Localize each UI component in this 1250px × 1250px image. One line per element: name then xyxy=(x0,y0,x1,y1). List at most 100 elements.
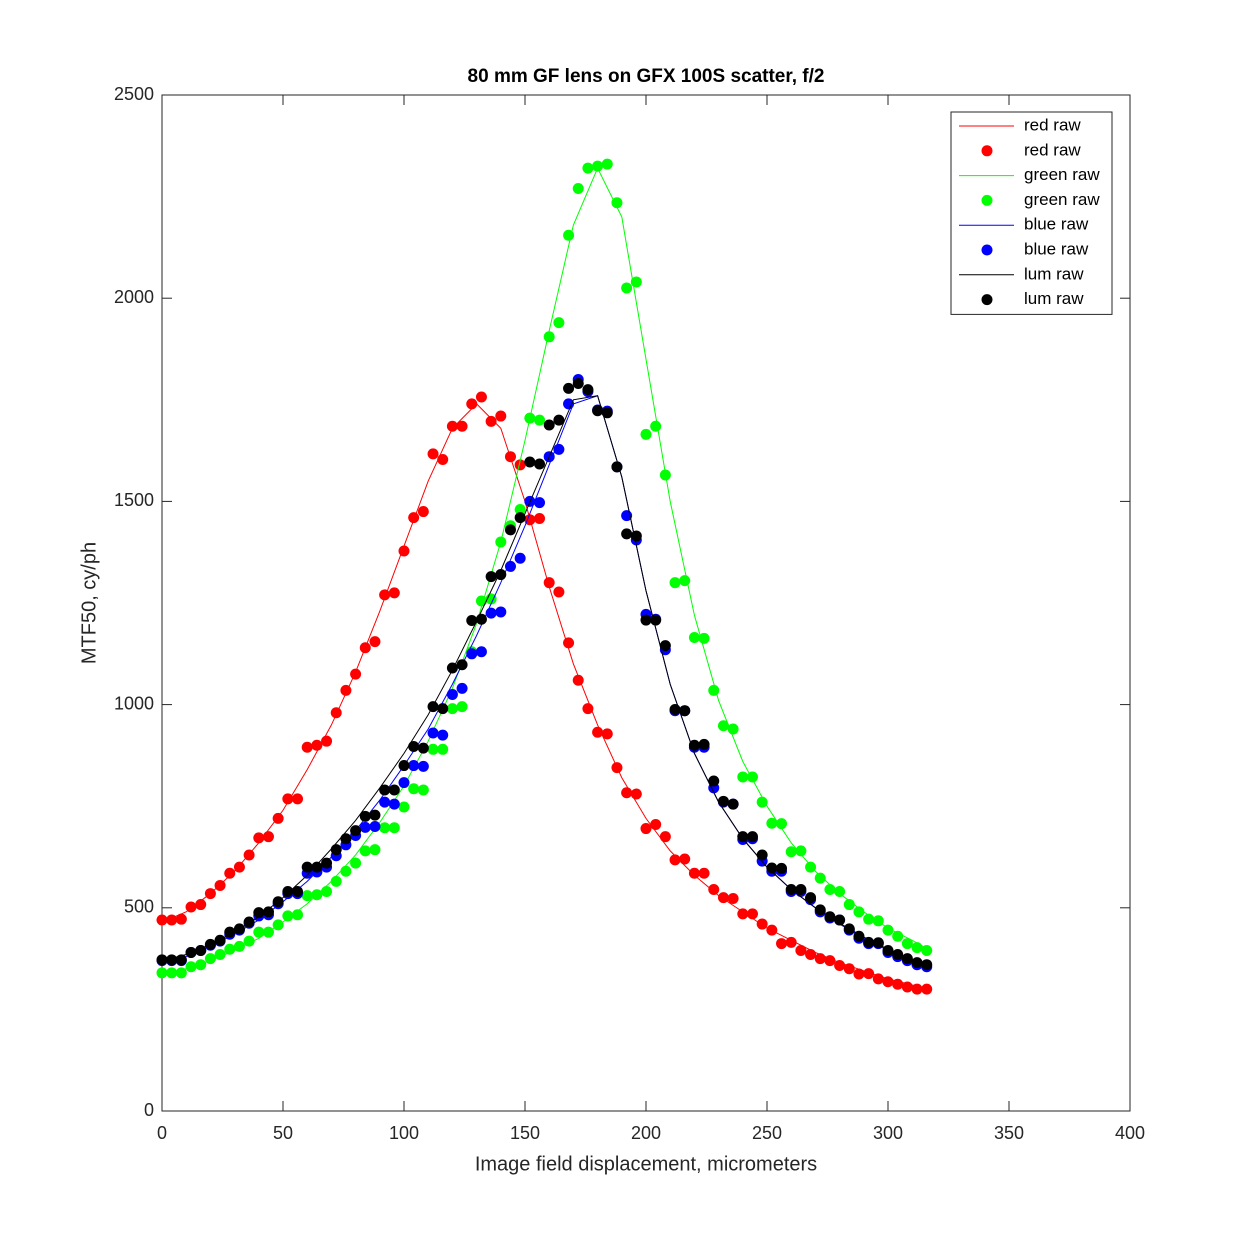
data-point xyxy=(475,595,487,607)
data-point xyxy=(359,642,371,654)
data-point xyxy=(262,831,274,843)
data-point xyxy=(446,662,458,674)
data-point xyxy=(805,892,817,904)
data-point xyxy=(417,506,429,518)
data-point xyxy=(233,940,245,952)
data-point xyxy=(456,659,468,671)
data-point xyxy=(175,954,187,966)
data-point xyxy=(698,632,710,644)
data-point xyxy=(834,886,846,898)
data-point xyxy=(795,944,807,956)
data-point xyxy=(795,845,807,857)
data-point xyxy=(311,739,323,751)
data-point xyxy=(911,983,923,995)
legend-label: red raw xyxy=(1024,115,1081,134)
data-point xyxy=(563,398,575,410)
data-point xyxy=(204,953,216,965)
data-point xyxy=(834,960,846,972)
data-point xyxy=(892,930,904,942)
data-point xyxy=(756,849,768,861)
data-point xyxy=(543,419,555,431)
data-point xyxy=(272,919,284,931)
data-point xyxy=(863,968,875,980)
data-point xyxy=(379,822,391,834)
data-point xyxy=(292,793,304,805)
data-point xyxy=(379,589,391,601)
data-point xyxy=(224,867,236,879)
data-point xyxy=(485,415,497,427)
data-point xyxy=(640,823,652,835)
data-point xyxy=(592,726,604,738)
data-point xyxy=(601,728,613,740)
data-point xyxy=(688,632,700,644)
data-point xyxy=(388,822,400,834)
data-point xyxy=(292,886,304,898)
data-point xyxy=(427,727,439,739)
data-point xyxy=(321,735,333,747)
data-point xyxy=(563,637,575,649)
data-point xyxy=(417,742,429,754)
data-point xyxy=(359,821,371,833)
data-point xyxy=(495,606,507,618)
data-point xyxy=(369,821,381,833)
data-point xyxy=(282,793,294,805)
data-point xyxy=(446,703,458,715)
data-point xyxy=(717,795,729,807)
data-point xyxy=(853,968,865,980)
data-point xyxy=(446,688,458,700)
data-point xyxy=(766,817,778,829)
data-point xyxy=(553,317,565,329)
data-point xyxy=(504,524,516,536)
y-tick-label: 0 xyxy=(144,1100,154,1120)
data-point xyxy=(679,853,691,865)
data-point xyxy=(921,944,933,956)
chart-title: 80 mm GF lens on GFX 100S scatter, f/2 xyxy=(468,66,825,87)
data-point xyxy=(195,899,207,911)
data-point xyxy=(437,703,449,715)
data-point xyxy=(495,536,507,548)
data-point xyxy=(233,923,245,935)
data-point xyxy=(727,723,739,735)
data-point xyxy=(824,955,836,967)
data-point xyxy=(892,949,904,961)
data-point xyxy=(398,760,410,772)
legend: red raw red raw green raw green raw blue raw… xyxy=(950,111,1113,315)
data-point xyxy=(408,740,420,752)
data-point xyxy=(195,944,207,956)
data-point xyxy=(746,771,758,783)
data-point xyxy=(350,857,362,869)
data-point xyxy=(669,854,681,866)
data-point xyxy=(708,684,720,696)
data-point xyxy=(650,420,662,432)
data-point xyxy=(766,924,778,936)
data-point xyxy=(582,703,594,715)
data-point xyxy=(350,668,362,680)
data-point xyxy=(892,978,904,990)
data-point xyxy=(417,784,429,796)
data-point xyxy=(814,872,826,884)
data-point xyxy=(727,892,739,904)
data-point xyxy=(301,890,313,902)
data-point xyxy=(504,560,516,572)
data-point xyxy=(475,613,487,625)
data-point xyxy=(262,906,274,918)
data-point xyxy=(408,760,420,772)
data-point xyxy=(282,886,294,898)
data-point xyxy=(524,514,536,526)
data-point xyxy=(853,906,865,918)
data-point xyxy=(475,646,487,658)
data-point xyxy=(398,777,410,789)
data-point xyxy=(901,953,913,965)
data-point xyxy=(679,705,691,717)
data-point xyxy=(882,944,894,956)
data-point xyxy=(640,428,652,440)
data-point xyxy=(262,926,274,938)
data-point xyxy=(534,512,546,524)
data-point xyxy=(572,674,584,686)
data-point xyxy=(872,937,884,949)
data-point xyxy=(282,910,294,922)
legend-marker xyxy=(981,194,993,206)
data-point xyxy=(243,849,255,861)
data-point xyxy=(379,784,391,796)
data-point xyxy=(398,545,410,557)
